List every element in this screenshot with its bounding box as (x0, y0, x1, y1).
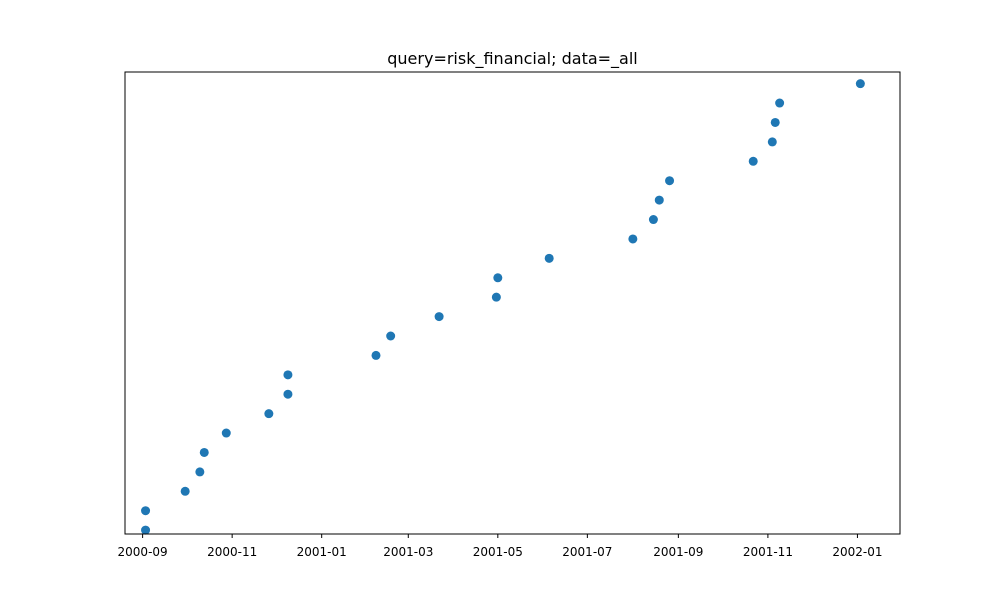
data-point (283, 370, 293, 380)
plot-frame (124, 71, 901, 535)
data-point (767, 137, 777, 147)
x-tick-label: 2001-09 (653, 545, 703, 559)
x-tick-label: 2000-11 (207, 545, 257, 559)
x-tick-label: 2001-03 (383, 545, 433, 559)
data-point (199, 447, 209, 457)
data-point (283, 389, 293, 399)
chart-title: query=risk_financial; data=_all (387, 49, 638, 69)
data-point (141, 525, 151, 535)
x-tick-label: 2001-07 (562, 545, 612, 559)
data-point (493, 273, 503, 283)
data-point (371, 350, 381, 360)
data-point (770, 117, 780, 127)
data-point (654, 195, 664, 205)
data-point (544, 253, 554, 263)
data-point (264, 409, 274, 419)
data-point (180, 486, 190, 496)
data-point (386, 331, 396, 341)
x-tick-label: 2001-05 (473, 545, 523, 559)
data-point (141, 506, 151, 516)
x-tick-label: 2000-09 (118, 545, 168, 559)
data-point (221, 428, 231, 438)
x-tick-label: 2001-01 (297, 545, 347, 559)
data-point (855, 79, 865, 89)
x-tick-label: 2001-11 (743, 545, 793, 559)
x-tick-label: 2002-01 (832, 545, 882, 559)
data-point (434, 312, 444, 322)
data-point (628, 234, 638, 244)
data-point (748, 156, 758, 166)
data-point (491, 292, 501, 302)
data-point (665, 176, 675, 186)
data-point (775, 98, 785, 108)
data-point (195, 467, 205, 477)
data-point (648, 215, 658, 225)
data-points (141, 79, 865, 535)
x-axis: 2000-09 2000-11 2001-01 2001-03 2001-05 2001-… (118, 534, 883, 559)
